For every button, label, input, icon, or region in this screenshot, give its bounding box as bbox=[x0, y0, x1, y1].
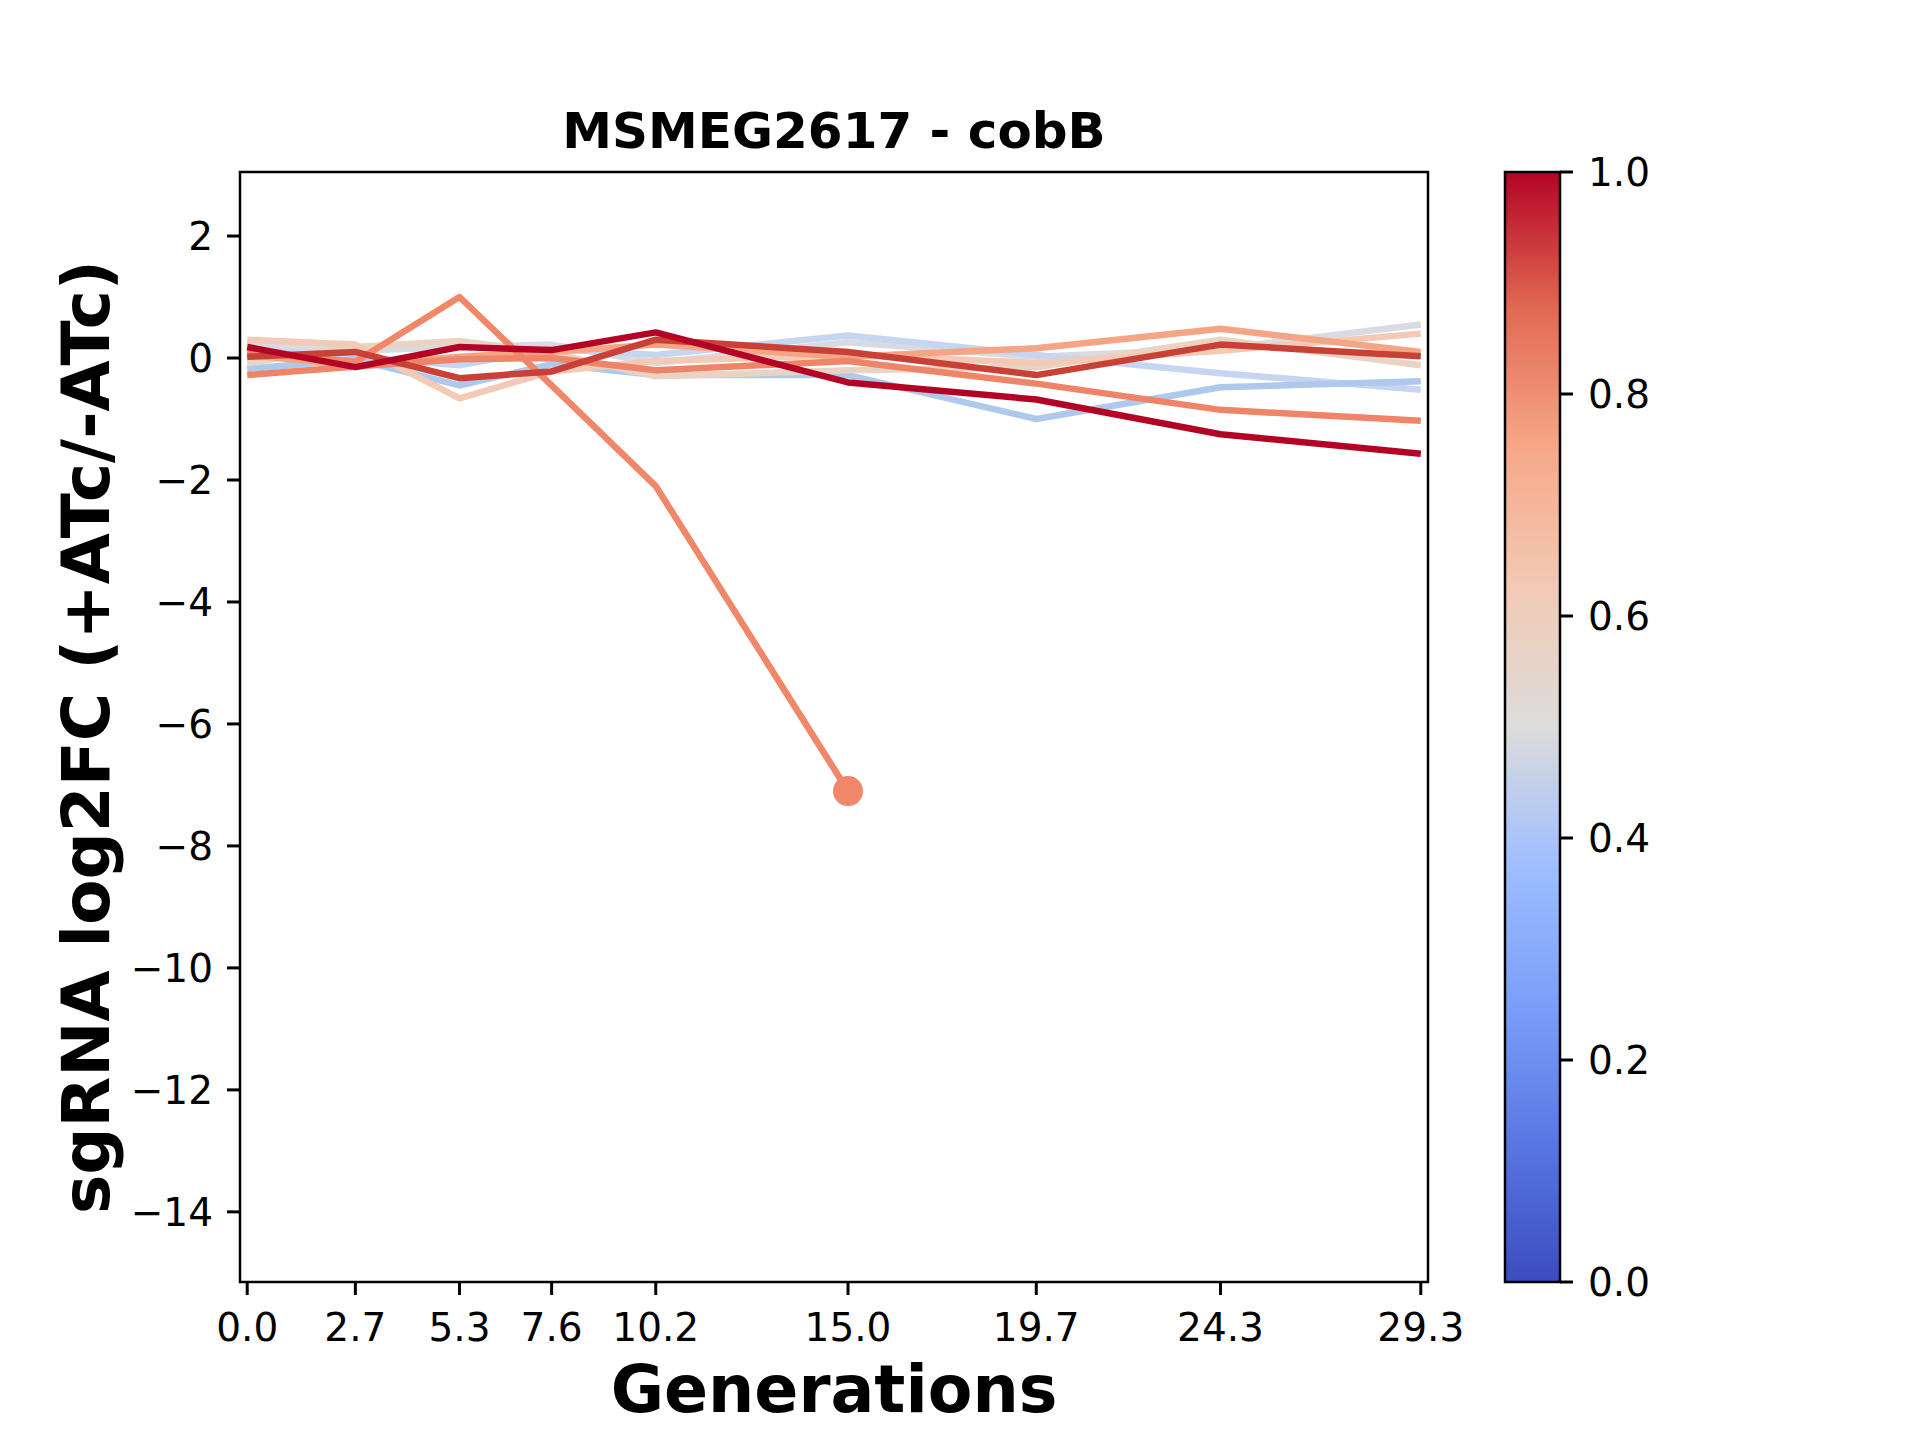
plot-area: 0.0 2.7 5.3 7.6 10.2 15.0 19.7 24.3 29.3 2 0 −2 −4 −6… bbox=[0, 0, 1920, 1440]
colorbar-tick-label: 1.0 bbox=[1588, 150, 1650, 195]
colorbar-tick-label: 0.6 bbox=[1588, 594, 1650, 639]
x-tick-label: 24.3 bbox=[1177, 1305, 1264, 1350]
y-tick-label: 0 bbox=[188, 336, 213, 381]
x-tick-label: 7.6 bbox=[521, 1305, 583, 1350]
y-tick-label: −6 bbox=[156, 702, 214, 747]
series-end-marker bbox=[833, 776, 863, 806]
x-tick-label: 5.3 bbox=[428, 1305, 490, 1350]
x-tick-label: 0.0 bbox=[216, 1305, 278, 1350]
y-tick-label: −10 bbox=[131, 946, 213, 991]
y-tick-label: −14 bbox=[131, 1190, 213, 1235]
y-tick-label: −4 bbox=[156, 580, 214, 625]
x-tick-label: 2.7 bbox=[324, 1305, 386, 1350]
x-tick-label: 15.0 bbox=[805, 1305, 892, 1350]
x-tick-label: 10.2 bbox=[612, 1305, 699, 1350]
colorbar-gradient bbox=[1505, 172, 1560, 1282]
x-tick-label: 19.7 bbox=[993, 1305, 1080, 1350]
y-tick-label: −8 bbox=[156, 824, 214, 869]
y-tick-label: −12 bbox=[131, 1068, 213, 1113]
colorbar-tick-label: 0.0 bbox=[1588, 1260, 1650, 1305]
colorbar-tick-label: 0.8 bbox=[1588, 372, 1650, 417]
colorbar-tick-label: 0.2 bbox=[1588, 1038, 1650, 1083]
x-tick-label: 29.3 bbox=[1377, 1305, 1464, 1350]
y-tick-label: 2 bbox=[188, 214, 213, 259]
y-tick-label: −2 bbox=[156, 458, 214, 503]
colorbar-tick-label: 0.4 bbox=[1588, 816, 1650, 861]
